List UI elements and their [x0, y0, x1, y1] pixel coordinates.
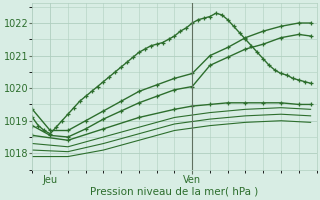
X-axis label: Pression niveau de la mer( hPa ): Pression niveau de la mer( hPa ) — [90, 187, 259, 197]
